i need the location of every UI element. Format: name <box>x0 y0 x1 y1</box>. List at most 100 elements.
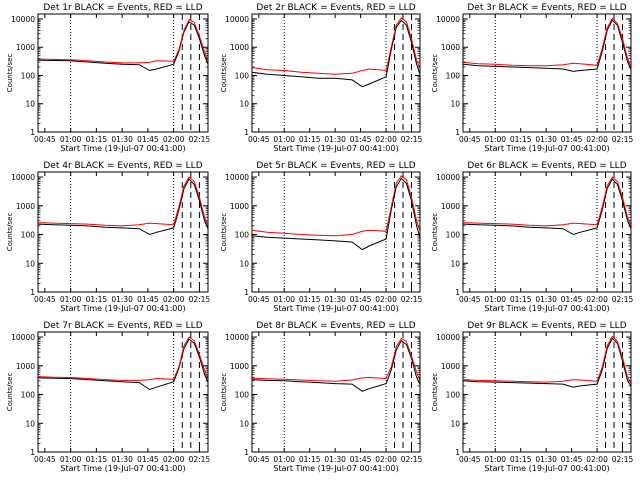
plot-area <box>252 172 420 292</box>
x-axis-label: Start Time (19-Jul-07 00:41:00) <box>60 144 185 153</box>
y-axis-label: Counts/sec <box>6 213 14 252</box>
x-tick-label: 01:15 <box>510 455 532 464</box>
y-tick-label: 1000 <box>230 202 249 211</box>
x-tick-label: 01:30 <box>111 455 133 464</box>
x-tick-label: 02:00 <box>375 455 397 464</box>
x-axis-label: Start Time (19-Jul-07 00:41:00) <box>60 464 185 473</box>
events-series-line <box>463 337 631 388</box>
panel-title: Det 6r BLACK = Events, RED = LLD <box>467 161 626 171</box>
y-tick-label: 10000 <box>11 173 35 182</box>
events-series-line <box>252 339 420 392</box>
x-tick-label: 01:00 <box>273 295 295 304</box>
panel-1: Det 1r BLACK = Events, RED = LLD 00:45 01:… <box>6 3 210 153</box>
plot-frame <box>462 13 632 133</box>
x-tick-label: 00:45 <box>34 295 56 304</box>
y-tick-label: 1 <box>30 448 35 457</box>
x-tick-label: 02:15 <box>612 455 634 464</box>
x-tick-label: 02:15 <box>401 455 423 464</box>
x-tick-label: 01:30 <box>324 135 346 144</box>
y-tick-label: 10 <box>450 100 460 109</box>
plot-frame <box>37 331 209 453</box>
y-tick-label: 1000 <box>230 362 249 371</box>
x-tick-label: 01:00 <box>60 295 82 304</box>
x-tick-label: 02:00 <box>375 135 397 144</box>
lld-series-line <box>252 17 420 75</box>
y-tick-label: 10000 <box>225 333 249 342</box>
x-axis-label: Start Time (19-Jul-07 00:41:00) <box>484 304 609 313</box>
x-tick-label: 01:15 <box>86 135 108 144</box>
x-tick-label: 01:45 <box>137 455 159 464</box>
y-tick-label: 100 <box>21 231 36 240</box>
y-tick-label: 10000 <box>436 15 460 24</box>
x-tick-label: 01:15 <box>510 135 532 144</box>
x-tick-label: 02:00 <box>163 135 185 144</box>
x-tick-label: 01:00 <box>60 455 82 464</box>
panel-4: Det 4r BLACK = Events, RED = LLD 00:45 01:… <box>6 161 210 313</box>
x-tick-label: 02:00 <box>586 135 608 144</box>
x-axis-label: Start Time (19-Jul-07 00:41:00) <box>273 144 398 153</box>
plot-frame <box>37 13 209 133</box>
y-tick-label: 10000 <box>11 333 35 342</box>
x-tick-label: 00:45 <box>459 135 481 144</box>
y-tick-label: 100 <box>21 391 36 400</box>
y-tick-label: 100 <box>21 71 36 80</box>
y-tick-label: 1 <box>30 288 35 297</box>
x-tick-label: 00:45 <box>248 135 270 144</box>
lld-series-line <box>38 176 208 227</box>
y-tick-label: 100 <box>446 231 461 240</box>
y-tick-label: 100 <box>235 391 250 400</box>
panel-7: Det 7r BLACK = Events, RED = LLD 00:45 01:… <box>6 321 210 473</box>
y-axis-label: Counts/sec <box>431 213 439 252</box>
x-tick-label: 01:15 <box>510 295 532 304</box>
x-tick-label: 01:45 <box>350 455 372 464</box>
lld-series-line <box>252 337 420 382</box>
x-tick-label: 01:00 <box>484 135 506 144</box>
x-tick-label: 01:45 <box>137 135 159 144</box>
y-tick-label: 1 <box>244 448 249 457</box>
x-tick-label: 02:00 <box>163 295 185 304</box>
y-tick-label: 10000 <box>11 15 35 24</box>
x-tick-label: 02:15 <box>401 295 423 304</box>
x-tick-label: 00:45 <box>34 455 56 464</box>
panel-title: Det 9r BLACK = Events, RED = LLD <box>467 321 626 331</box>
panel-2: Det 2r BLACK = Events, RED = LLD 00:45 01:… <box>220 3 423 153</box>
y-tick-label: 1000 <box>16 202 35 211</box>
y-tick-label: 1 <box>244 288 249 297</box>
y-tick-label: 1 <box>455 288 460 297</box>
y-tick-label: 100 <box>235 71 250 80</box>
y-tick-label: 1000 <box>16 362 35 371</box>
x-tick-label: 02:00 <box>375 295 397 304</box>
y-tick-label: 10 <box>25 259 35 268</box>
y-axis-label: Counts/sec <box>6 373 14 412</box>
x-tick-label: 01:30 <box>535 135 557 144</box>
x-axis-label: Start Time (19-Jul-07 00:41:00) <box>273 464 398 473</box>
y-tick-label: 1000 <box>16 43 35 52</box>
x-tick-label: 01:00 <box>484 295 506 304</box>
events-series-line <box>463 178 631 236</box>
panel-title: Det 2r BLACK = Events, RED = LLD <box>256 3 415 13</box>
x-tick-label: 01:30 <box>111 295 133 304</box>
x-tick-label: 01:45 <box>137 295 159 304</box>
plot-frame <box>251 171 421 293</box>
panel-title: Det 5r BLACK = Events, RED = LLD <box>256 161 415 171</box>
x-tick-label: 01:00 <box>60 135 82 144</box>
plot-frame <box>37 171 209 293</box>
x-tick-label: 01:00 <box>484 455 506 464</box>
y-tick-label: 1 <box>244 128 249 137</box>
events-series-line <box>252 19 420 88</box>
y-tick-label: 10 <box>239 419 249 428</box>
panel-title: Det 7r BLACK = Events, RED = LLD <box>43 321 202 331</box>
x-axis-label: Start Time (19-Jul-07 00:41:00) <box>273 304 398 313</box>
y-axis-label: Counts/sec <box>220 54 228 93</box>
x-tick-label: 02:00 <box>586 455 608 464</box>
lld-series-line <box>38 18 208 64</box>
plot-area <box>252 14 420 132</box>
plot-area <box>38 172 208 292</box>
x-tick-label: 00:45 <box>248 455 270 464</box>
y-tick-label: 10000 <box>225 173 249 182</box>
x-tick-label: 01:15 <box>299 295 321 304</box>
panel-title: Det 4r BLACK = Events, RED = LLD <box>43 161 202 171</box>
x-tick-label: 01:15 <box>86 455 108 464</box>
